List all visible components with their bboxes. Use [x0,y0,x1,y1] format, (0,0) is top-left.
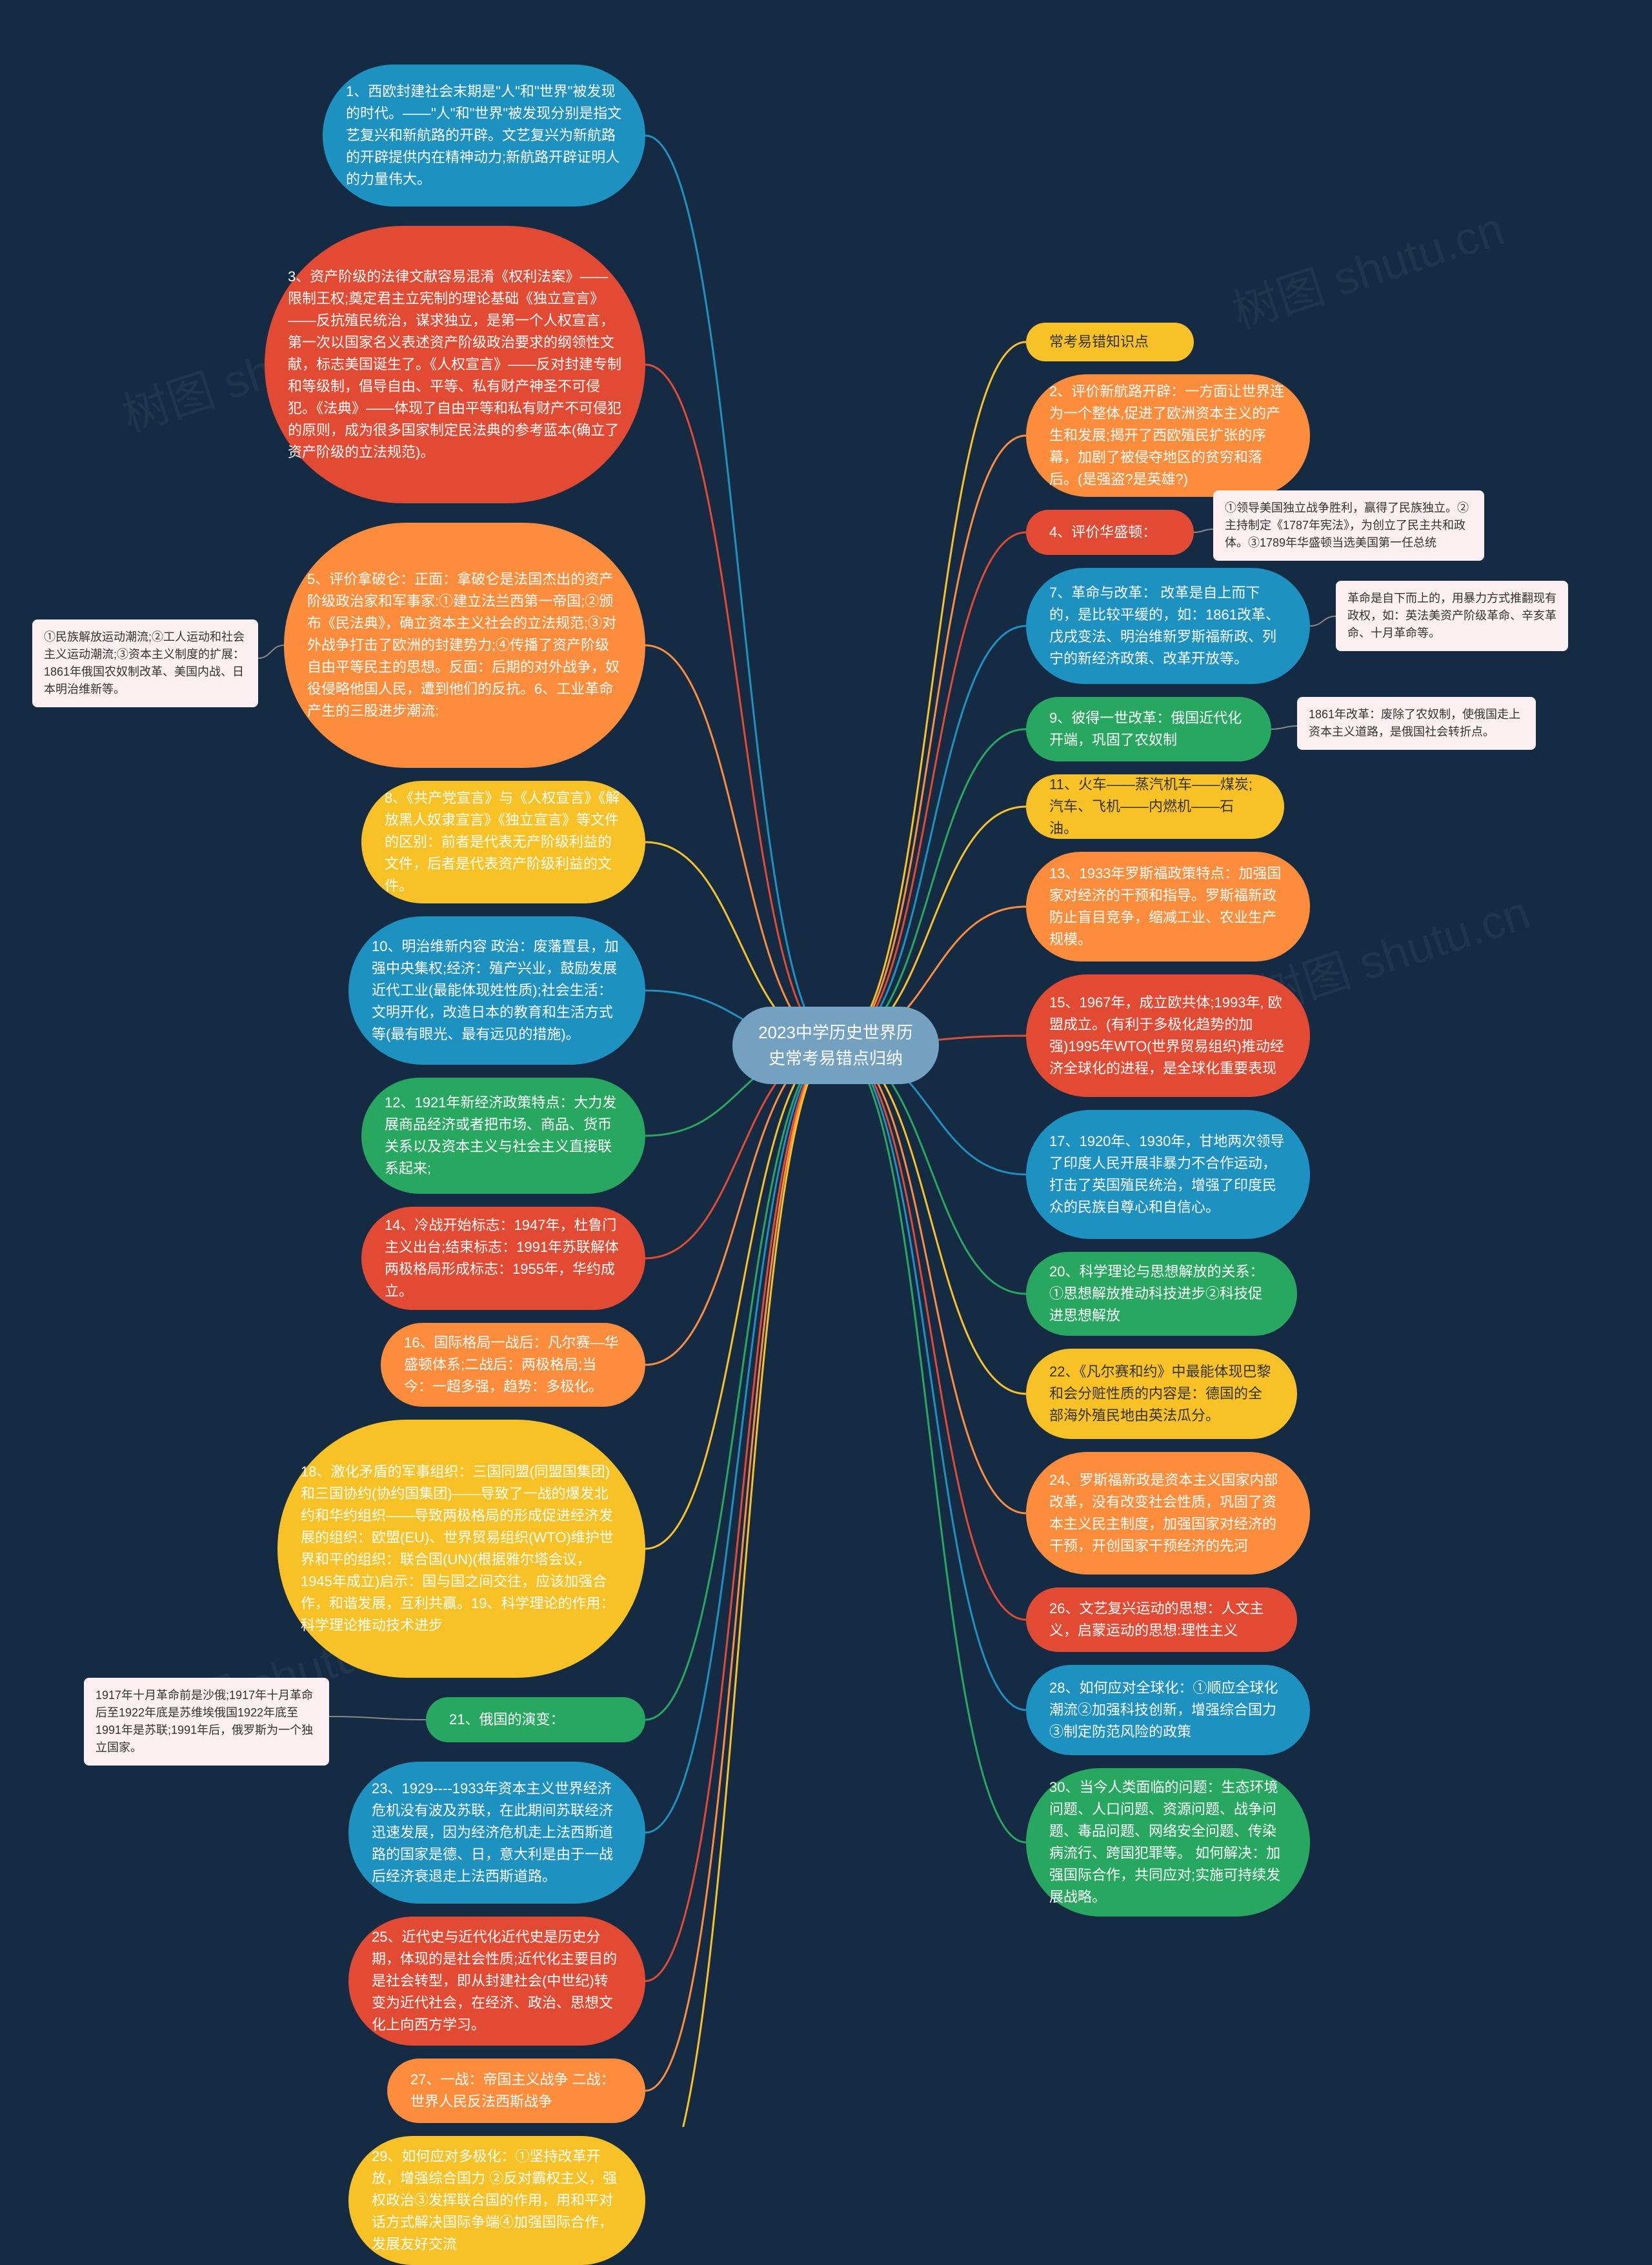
right-node-R22: 22、《凡尔赛和约》中最能体现巴黎和会分赃性质的内容是：德国的全部海外殖民地由英… [1026,1349,1297,1439]
edge [645,1045,836,1720]
right-node-R7: 7、革命与改革： 改革是自上而下的，是比较平缓的，如：1861改革、戊戌变法、明… [1026,568,1310,684]
edge [836,532,1026,1045]
right-node-R17: 17、1920年、1930年，甘地两次领导了印度人民开展非暴力不合作运动，打击了… [1026,1110,1310,1239]
left-node-L3: 3、资产阶级的法律文献容易混淆《权利法案》——限制王权;奠定君主立宪制的理论基础… [265,226,645,503]
edge [645,136,836,1045]
leaf-R4: ①领导美国独立战争胜利，赢得了民族独立。②主持制定《1787年宪法》，为创立了民… [1213,490,1484,561]
edge [836,626,1026,1045]
edge [836,342,1026,1045]
right-node-R26: 26、文艺复兴运动的思想：人文主义，启蒙运动的思想:理性主义 [1026,1587,1297,1652]
edge [645,1045,836,1833]
right-node-R9: 9、彼得一世改革：俄国近代化开端，巩固了农奴制 [1026,697,1271,761]
edge [645,1045,836,2091]
edge [1271,726,1297,729]
right-node-R20: 20、科学理论与思想解放的关系：①思想解放推动科技进步②科技促进思想解放 [1026,1252,1297,1336]
right-node-R4: 4、评价华盛顿： [1026,510,1194,555]
left-node-L29: 29、如何应对多极化：①坚持改革开放，增强综合国力 ②反对霸权主义，强权政治③发… [348,2136,645,2265]
edge [645,1045,836,2127]
left-node-L27: 27、一战：帝国主义战争 二战：世界人民反法西斯战争 [387,2059,645,2123]
leaf-L5: ①民族解放运动潮流;②工人运动和社会主义运动潮流;③资本主义制度的扩展：1861… [32,619,258,707]
edge [258,645,284,658]
center-node: 2023中学历史世界历史常考易错点归纳 [732,1007,939,1084]
left-node-L8: 8、《共产党宣言》与《人权宣言》《解放黑人奴隶宣言》《独立宣言》等文件的区别：前… [361,781,645,903]
watermark: 树图 shutu.cn [1222,190,1511,342]
left-node-L1: 1、西欧封建社会末期是"人"和"世界"被发现的时代。——"人"和"世界"被发现分… [323,65,645,206]
edge [836,436,1026,1045]
edge [1310,616,1336,626]
edge [836,1045,1026,1842]
left-node-L14: 14、冷战开始标志：1947年，杜鲁门主义出台;结束标志：1991年苏联解体两极… [361,1207,645,1310]
right-node-R0: 常考易错知识点 [1026,323,1194,361]
edge [836,1045,1026,1620]
right-node-R15: 15、1967年，成立欧共体;1993年, 欧盟成立。(有利于多极化趋势的加强)… [1026,974,1310,1097]
edge [1194,529,1213,532]
edge [645,1045,836,1981]
left-node-L18: 18、激化矛盾的军事组织：三国同盟(同盟国集团)和三国协约(协约国集团)——导致… [277,1420,645,1678]
edge [836,1045,1026,1710]
edge [645,365,836,1045]
left-node-L23: 23、1929----1933年资本主义世界经济危机没有波及苏联，在此期间苏联经… [348,1762,645,1904]
edge [645,1045,836,1549]
edge [645,1045,836,1365]
left-node-L5: 5、评价拿破仑：正面：拿破仑是法国杰出的资产阶级政治家和军事家:①建立法兰西第一… [284,523,645,768]
right-node-R30: 30、当今人类面临的问题：生态环境问题、人口问题、资源问题、战争问题、毒品问题、… [1026,1768,1310,1917]
leaf-L21: 1917年十月革命前是沙俄;1917年十月革命后至1922年底是苏维埃俄国192… [84,1678,329,1766]
left-node-L16: 16、国际格局一战后：凡尔赛—华盛顿体系;二战后：两极格局;当今：一超多强，趋势… [381,1323,645,1407]
right-node-R13: 13、1933年罗斯福政策特点：加强国家对经济的干预和指导。罗斯福新政 防止盲目… [1026,852,1310,961]
edge [836,1045,1026,1513]
leaf-R9: 1861年改革：废除了农奴制，使俄国走上资本主义道路，是俄国社会转折点。 [1297,697,1536,750]
left-node-L25: 25、近代史与近代化近代史是历史分期，体现的是社会性质;近代化主要目的是社会转型… [348,1917,645,2046]
edge [836,729,1026,1045]
edge [645,645,836,1045]
edge [329,1716,426,1720]
right-node-R2: 2、评价新航路开辟：一方面让世界连为一个整体,促进了欧洲资本主义的产生和发展;揭… [1026,374,1310,497]
right-node-R11: 11、火车——蒸汽机车——煤炭;汽车、飞机——内燃机——石油。 [1026,774,1284,839]
left-node-L21: 21、俄国的演变： [426,1697,645,1742]
edge [836,1045,1026,1394]
left-node-L10: 10、明治维新内容 政治：废藩置县，加强中央集权;经济：殖产兴业，鼓励发展近代工… [348,916,645,1065]
leaf-R7: 革命是自下而上的，用暴力方式推翻现有政权，如：英法美资产阶级革命、辛亥革命、十月… [1336,581,1568,651]
right-node-R28: 28、如何应对全球化：①顺应全球化潮流②加强科技创新，增强综合国力③制定防范风险… [1026,1665,1310,1755]
left-node-L12: 12、1921年新经济政策特点：大力发展商品经济或者把市场、商品、货币关系以及资… [361,1078,645,1194]
right-node-R24: 24、罗斯福新政是资本主义国家内部改革，没有改变社会性质，巩固了资本主义民主制度… [1026,1452,1310,1575]
